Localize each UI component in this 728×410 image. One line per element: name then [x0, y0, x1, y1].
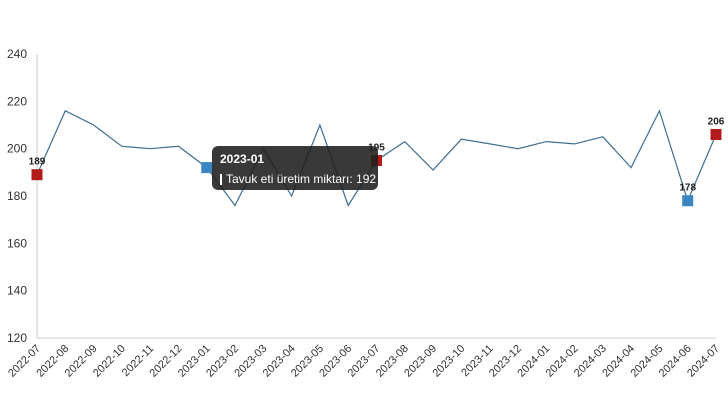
chart-tooltip: 2023-01 Tavuk eti üretim miktarı: 192 — [212, 146, 378, 190]
y-tick-label: 200 — [7, 142, 27, 156]
data-point-marker[interactable] — [682, 195, 694, 207]
data-point-label: 189 — [29, 157, 46, 168]
data-point-marker[interactable] — [31, 169, 43, 181]
x-axis: 2022-072022-082022-092022-102022-112022-… — [6, 337, 722, 380]
data-point-label: 178 — [679, 183, 696, 194]
y-tick-label: 120 — [7, 331, 27, 345]
y-tick-label: 240 — [7, 47, 27, 61]
tooltip-series-label: Tavuk eti üretim miktarı — [226, 172, 350, 186]
tooltip-separator: : — [349, 172, 357, 186]
tooltip-row: Tavuk eti üretim miktarı: 192 — [220, 172, 376, 186]
y-tick-label: 140 — [7, 284, 27, 298]
data-point-marker[interactable] — [201, 162, 213, 174]
y-axis: 120 140 160 180 200 220 240 — [7, 47, 38, 345]
y-tick-label: 180 — [7, 189, 27, 203]
data-point-label: 206 — [708, 116, 725, 127]
data-point-marker[interactable] — [710, 128, 722, 140]
tooltip-title: 2023-01 — [220, 152, 265, 166]
y-tick-label: 220 — [7, 94, 27, 108]
tooltip-value: 192 — [356, 172, 377, 186]
tooltip-series-swatch — [220, 173, 222, 185]
y-tick-label: 160 — [7, 236, 27, 250]
